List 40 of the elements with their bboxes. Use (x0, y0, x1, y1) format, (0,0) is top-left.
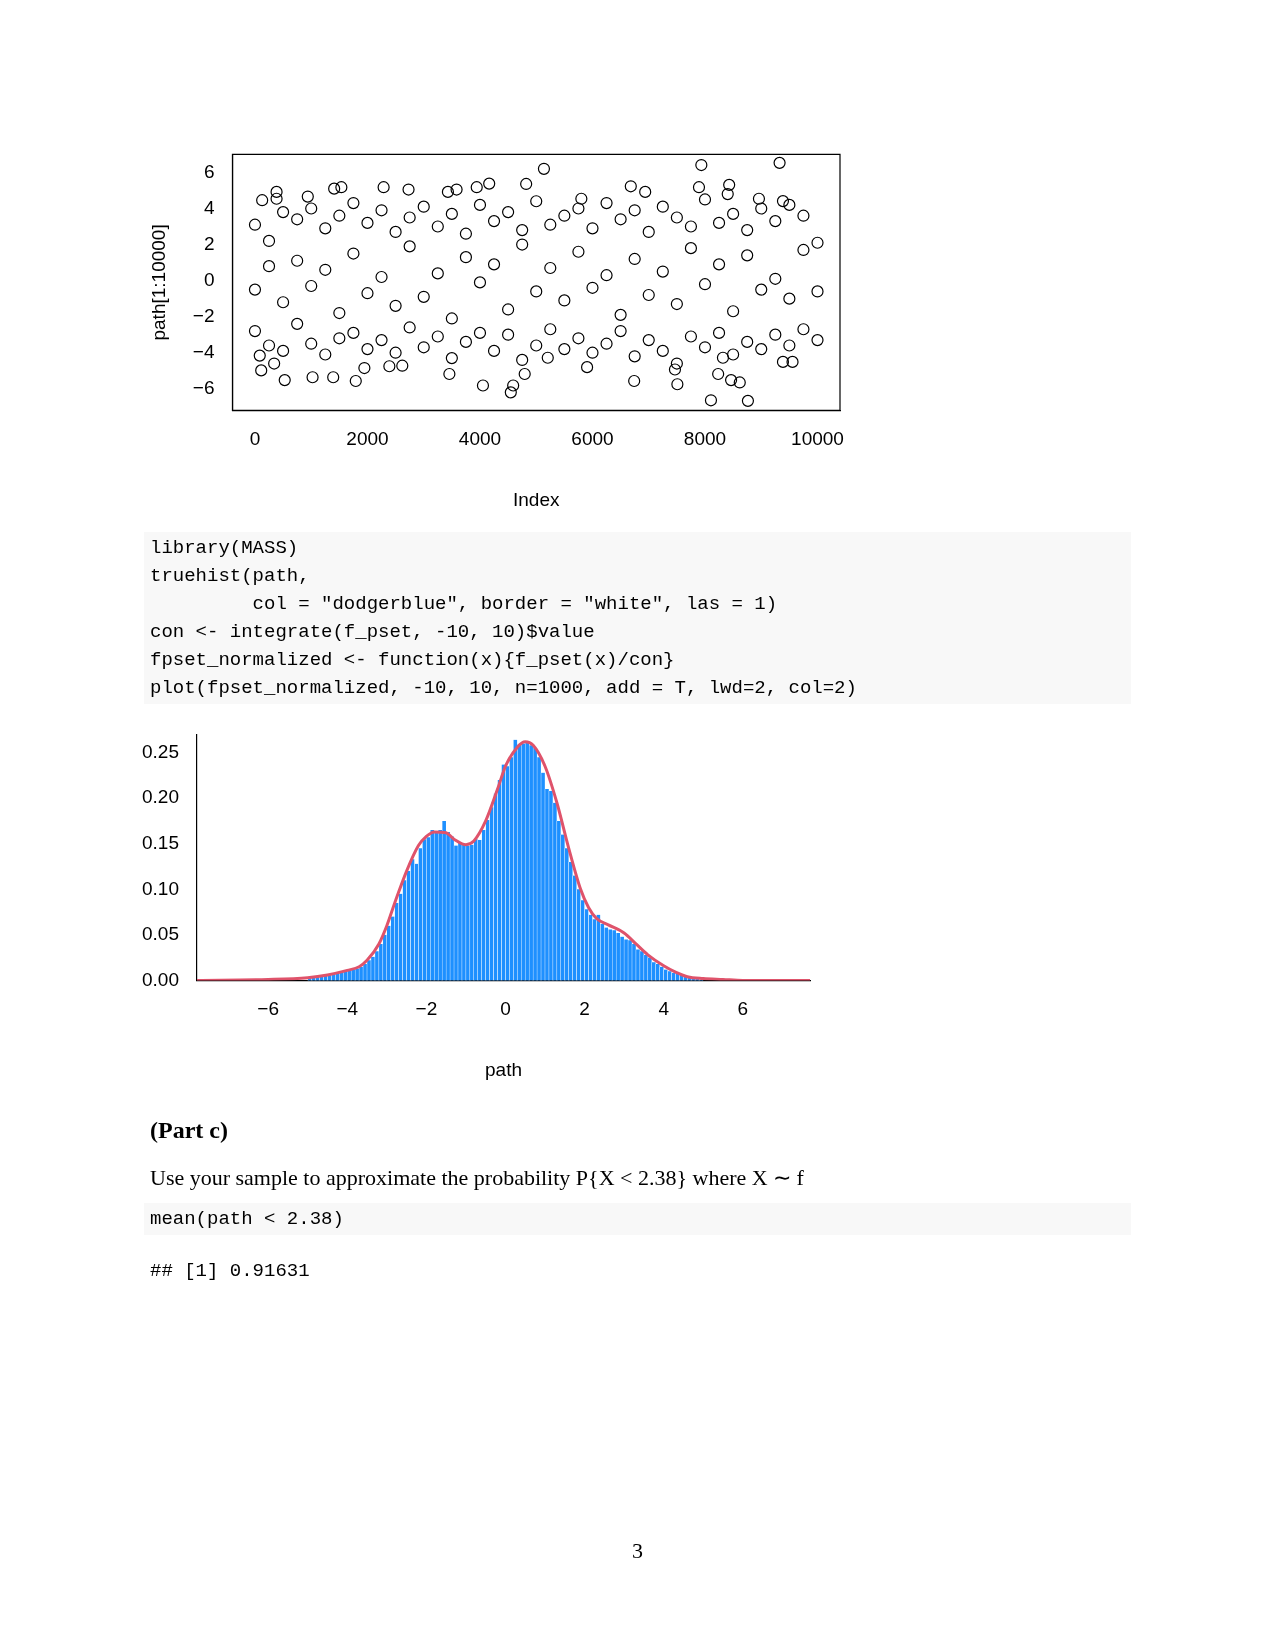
text: ## [1] 0.91631 (150, 1260, 310, 1282)
x-axis-title: Index (512, 488, 560, 510)
y-tick-label: 0.10 (142, 877, 179, 899)
y-tick-label: −2 (192, 304, 215, 326)
x-tick-label: −6 (257, 998, 279, 1020)
text: mean(path < 2.38) (144, 1203, 1131, 1235)
y-tick-label: 6 (203, 160, 215, 182)
x-tick-label: 6 (737, 998, 749, 1020)
x-tick-label: 0 (249, 428, 261, 450)
x-tick-label: −4 (336, 998, 359, 1020)
x-tick-label: −2 (415, 998, 438, 1020)
x-tick-label: 0 (500, 998, 511, 1020)
y-tick-label: −6 (192, 377, 215, 398)
y-tick-label: 2 (203, 232, 215, 254)
y-tick-label: 0.05 (142, 923, 179, 945)
y-tick-label: 4 (203, 196, 215, 218)
text: col = "dodgerblue", border = "white", las = 1) (252, 593, 778, 615)
text: library(MASS) (150, 537, 299, 559)
x-tick-label: 2 (579, 998, 590, 1020)
x-tick-label: 10000 (791, 428, 844, 450)
y-tick-label: 0.15 (142, 831, 179, 853)
y-tick-label: 0.20 (142, 786, 179, 808)
x-tick-label: 4000 (458, 428, 502, 450)
y-tick-label: 0.00 (142, 968, 179, 990)
y-tick-label: −4 (192, 340, 215, 362)
x-axis-title: path (485, 1058, 522, 1080)
x-tick-label: 6000 (571, 428, 614, 450)
y-tick-label: 0.25 (142, 740, 179, 762)
x-tick-label: 4 (658, 998, 670, 1020)
text: Use your sample to approximate the probability P{X < 2.38} where X ∼ f (150, 1165, 804, 1191)
text: 3 (631, 1538, 644, 1564)
x-tick-label: 2000 (346, 428, 389, 450)
text: fpset_normalized <- function(x){f_pset(x)/con} (150, 649, 675, 671)
text: con <- integrate(f_pset, -10, 10)$value (150, 621, 595, 643)
y-axis-title: path[1:10000] (147, 224, 169, 341)
text: truehist(path, (150, 565, 310, 587)
text: (Part c) (150, 1117, 228, 1144)
y-tick-label: 0 (203, 268, 215, 290)
x-tick-label: 8000 (683, 428, 727, 450)
text: plot(fpset_normalized, -10, 10, n=1000, add = T, lwd=2, col=2) (150, 677, 857, 699)
